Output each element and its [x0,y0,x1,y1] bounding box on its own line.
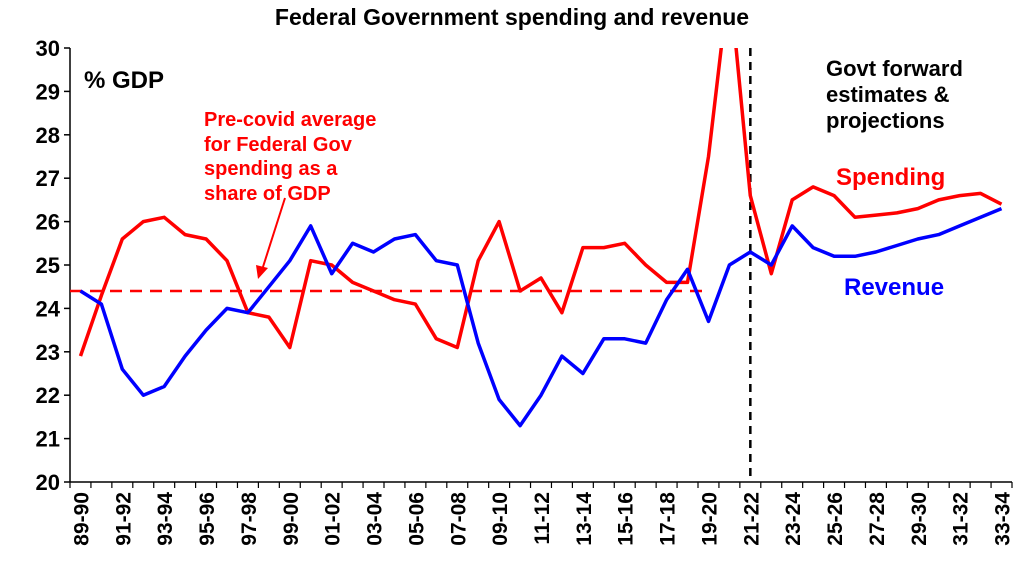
series-line-revenue [79,206,1003,428]
x-tick-label: 25-26 [824,492,847,546]
annotation-arrowhead [256,265,268,279]
y-tick-label: 30 [36,36,60,61]
annotation-arrow [261,197,286,271]
x-tick-label: 27-28 [866,492,889,546]
x-tick-label: 95-96 [196,492,219,546]
y-tick-label: 22 [36,383,60,408]
y-unit-label: % GDP [84,67,165,94]
revenue-series-label: Revenue [844,274,945,301]
forward-line-1: Govt forward [826,56,963,81]
precovid-line-2: for Federal Gov [204,133,352,156]
x-tick-label: 01-02 [322,492,345,546]
y-tick-label: 23 [36,340,60,365]
x-tick-label: 19-20 [698,492,721,546]
forward-line-2: estimates & [826,82,950,107]
x-tick-label: 11-12 [531,492,554,545]
x-tick-label: 29-30 [908,492,931,546]
x-tick-label: 17-18 [657,492,680,546]
series-line-spending [78,48,1003,357]
y-tick-label: 28 [36,123,60,148]
forward-line-3: projections [826,108,945,133]
x-tick-label: 33-34 [992,492,1015,546]
y-tick-label: 24 [36,296,61,321]
y-tick-label: 29 [36,79,60,104]
x-tick-label: 89-90 [70,492,93,546]
y-tick-label: 27 [36,166,60,191]
chart-title: Federal Government spending and revenue [274,4,750,30]
x-tick-label: 99-00 [280,492,303,546]
x-tick-label: 13-14 [573,492,596,546]
precovid-line-4: share of GDP [204,182,331,205]
x-tick-label: 91-92 [112,492,135,546]
x-tick-label: 93-94 [154,492,177,546]
x-tick-label: 05-06 [405,492,428,546]
x-tick-label: 15-16 [615,492,638,546]
x-tick-label: 23-24 [782,492,805,546]
precovid-annotation: Pre-covid average for Federal Gov spendi… [204,108,376,206]
x-tick-label: 31-32 [950,492,973,546]
x-tick-label: 07-08 [447,492,470,546]
spending-series-label: Spending [836,164,946,191]
precovid-line-3: spending as a [204,158,338,180]
y-tick-label: 21 [36,427,60,452]
precovid-line-1: Pre-covid average [204,109,377,131]
x-tick-label: 03-04 [364,492,387,546]
y-tick-label: 25 [36,253,60,278]
x-tick-label: 09-10 [489,492,512,546]
x-tick-label: 21-22 [740,492,763,546]
y-tick-label: 20 [36,470,60,495]
x-tick-label: 97-98 [238,492,261,546]
forward-estimates-annotation: Govt forward estimates & projections [826,56,963,134]
y-tick-label: 26 [36,210,60,235]
